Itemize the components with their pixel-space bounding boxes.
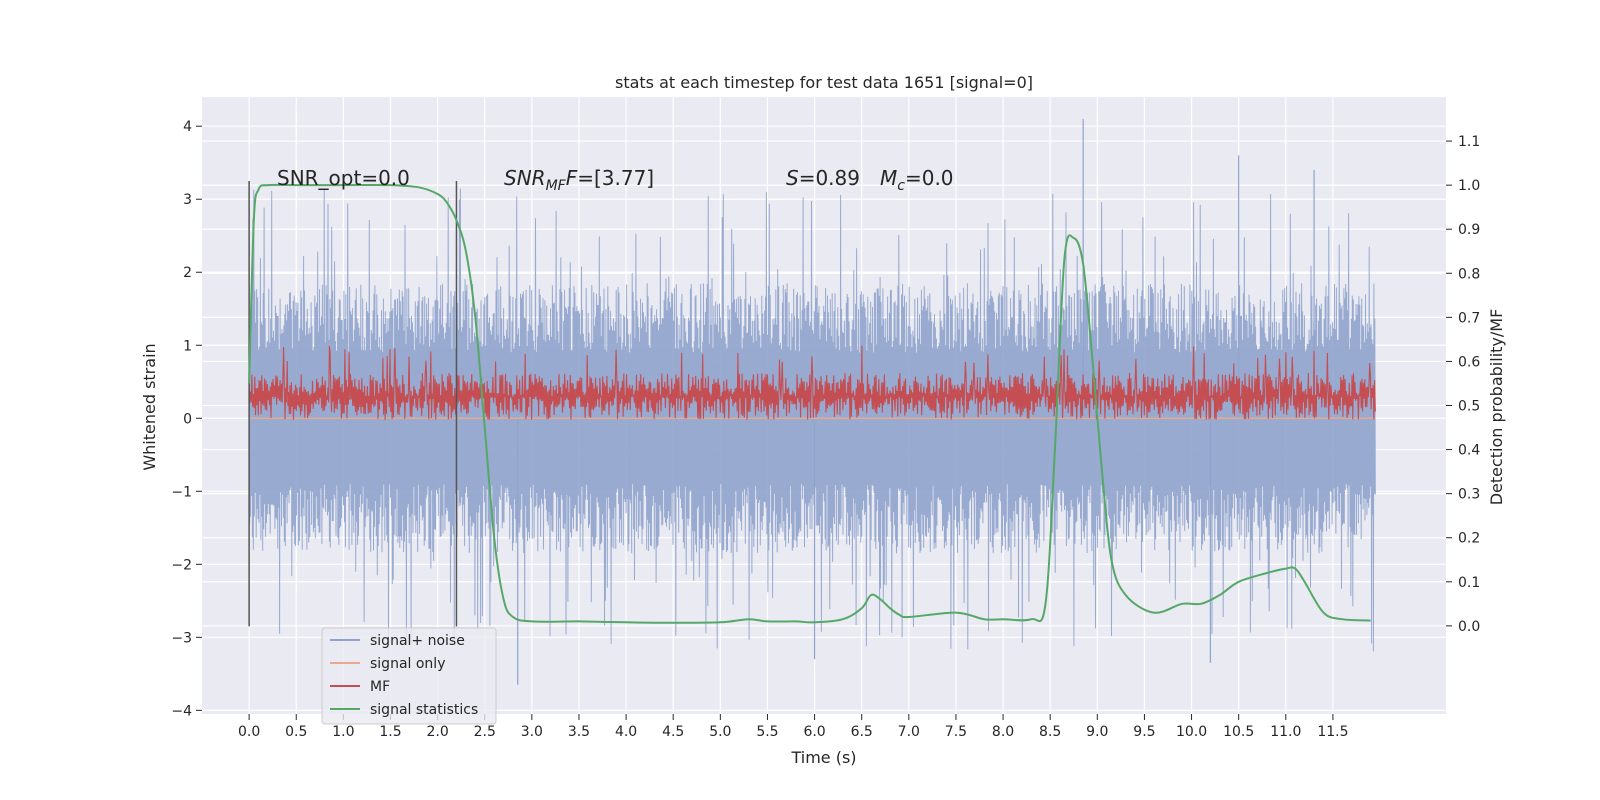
x-tick-label: 7.0 (898, 724, 920, 740)
annotation-snr-mf-value: =[3.77] (577, 166, 654, 190)
legend-entry-mf: MF (330, 679, 390, 695)
annotation-s-main: S (786, 166, 799, 190)
annotation-mc: Mc=0.0 (880, 166, 954, 194)
annotation-snr-opt: SNR_opt=0.0 (277, 166, 410, 190)
y-right-tick-label: 0.9 (1458, 222, 1480, 238)
x-tick-label: 6.5 (851, 724, 873, 740)
legend-label-signal-noise: signal+ noise (370, 633, 465, 649)
x-tick-label: 10.0 (1176, 724, 1207, 740)
y-tick-label: −1 (171, 484, 192, 500)
x-tick-label: 4.5 (662, 724, 684, 740)
annotation-s: S=0.89 (786, 166, 860, 190)
y-axis-label: Whitened strain (140, 343, 159, 470)
x-tick-label: 0.5 (285, 724, 307, 740)
y-tick-label: 1 (183, 338, 192, 354)
legend-entry-signal-noise: signal+ noise (330, 633, 465, 649)
y-tick-label: −4 (171, 703, 192, 719)
y-right-tick-label: 0.3 (1458, 487, 1480, 503)
y-right-tick-label: 0.6 (1458, 354, 1480, 370)
x-tick-label: 4.0 (615, 724, 637, 740)
y-right-tick-label: 1.1 (1458, 134, 1480, 150)
y-right-tick-label: 0.8 (1458, 266, 1480, 282)
x-tick-label: 3.0 (521, 724, 543, 740)
x-tick-label: 1.0 (332, 724, 354, 740)
x-tick-label: 5.5 (756, 724, 778, 740)
y-axis-right-label: Detection probability/MF (1487, 309, 1506, 506)
legend-label-mf: MF (370, 679, 390, 695)
series-mf-line (248, 345, 1376, 420)
annotation-s-value: =0.89 (799, 166, 860, 190)
annotation-snr-mf-sub: MF (546, 178, 567, 194)
x-tick-label: 1.5 (379, 724, 401, 740)
annotation-mc-sub: c (897, 178, 905, 194)
y-tick-label: 2 (183, 265, 192, 281)
x-axis-label: Time (s) (790, 748, 856, 767)
annotation-snr-mf-main: SNR (504, 166, 546, 190)
series-signal-statistics-line (248, 183, 1371, 624)
y-right-tick-label: 0.0 (1458, 619, 1480, 635)
legend-label-signal-only: signal only (370, 656, 445, 672)
y-right-tick-label: 0.1 (1458, 575, 1480, 591)
data-series (248, 118, 1376, 685)
x-tick-label: 11.0 (1270, 724, 1301, 740)
y-right-tick-label: 1.0 (1458, 178, 1480, 194)
annotations: SNR_opt=0.0 SNRMFF=[3.77] S=0.89 Mc=0.0 (277, 166, 954, 194)
series-signal-noise-line (248, 188, 1376, 652)
x-tick-label: 6.0 (803, 724, 825, 740)
y-right-tick-label: 0.5 (1458, 399, 1480, 415)
x-tick-label: 10.5 (1223, 724, 1254, 740)
x-tick-label: 3.5 (568, 724, 590, 740)
legend-entry-signal-statistics: signal statistics (330, 702, 478, 718)
x-tick-label: 8.5 (1039, 724, 1061, 740)
x-tick-label: 7.5 (945, 724, 967, 740)
legend-label-signal-statistics: signal statistics (370, 702, 478, 718)
x-tick-label: 9.5 (1133, 724, 1155, 740)
x-tick-label: 11.5 (1317, 724, 1348, 740)
legend: signal+ noise signal only MF signal stat… (321, 627, 497, 725)
x-tick-label: 2.0 (426, 724, 448, 740)
x-tick-label: 9.0 (1086, 724, 1108, 740)
x-tick-label: 2.5 (474, 724, 496, 740)
x-tick-label: 0.0 (238, 724, 260, 740)
annotation-snr-mf: SNRMFF=[3.77] (504, 166, 654, 194)
annotation-snr-mf-rest: F (566, 166, 578, 190)
y-right-tick-label: 0.4 (1458, 443, 1480, 459)
y-tick-label: −2 (171, 557, 192, 573)
annotation-mc-value: =0.0 (905, 166, 954, 190)
annotation-mc-main: M (880, 166, 897, 190)
y-right-tick-label: 0.2 (1458, 531, 1480, 547)
y-tick-label: 0 (183, 411, 192, 427)
chart-title: stats at each timestep for test data 165… (615, 73, 1033, 92)
y-tick-label: 3 (183, 192, 192, 208)
y-right-tick-label: 0.7 (1458, 310, 1480, 326)
x-tick-label: 5.0 (709, 724, 731, 740)
y-tick-label: −3 (171, 630, 192, 646)
legend-box (321, 627, 497, 725)
axes: 0.0 0.5 1.0 1.5 2.0 2.5 3.0 3.5 4.0 4.5 5.0 5.5 6.0 6… (171, 119, 1480, 740)
x-tick-label: 8.0 (992, 724, 1014, 740)
legend-entry-signal-only: signal only (330, 656, 445, 672)
y-tick-label: 4 (183, 119, 192, 135)
